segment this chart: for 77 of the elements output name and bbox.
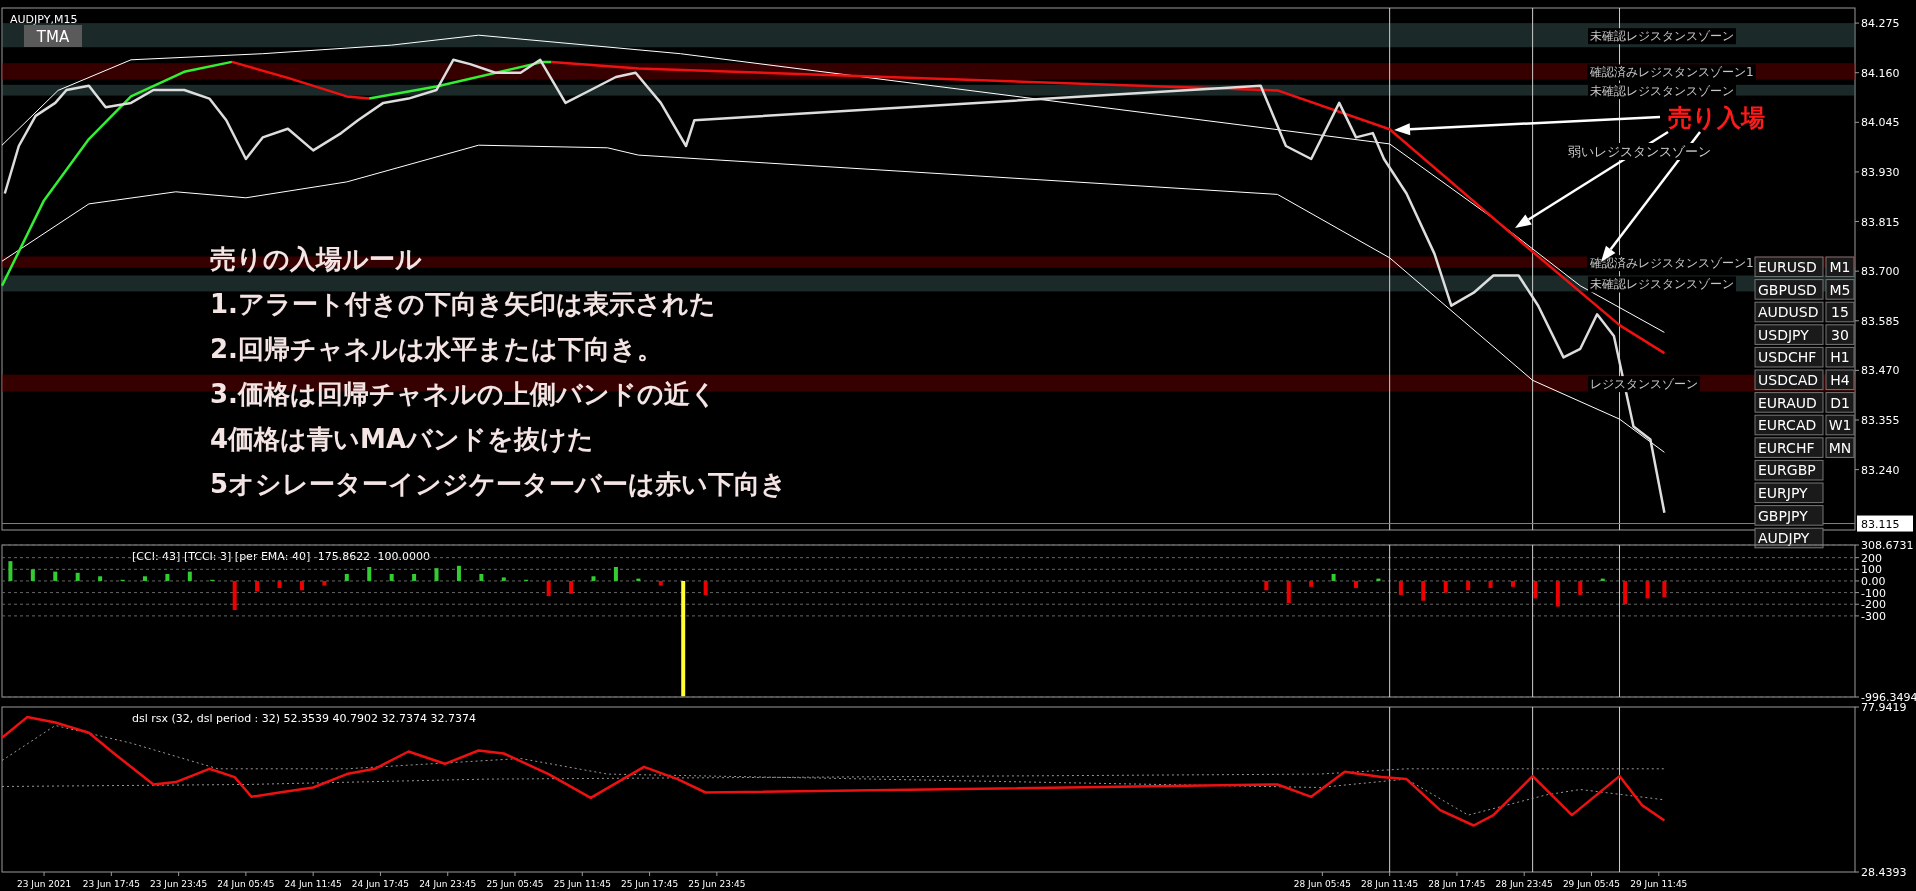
y-tick-label: 83.240 [1861, 463, 1900, 477]
annotation: MN [1828, 439, 1852, 456]
y-tick-label: 100 [1861, 563, 1882, 577]
annotation: M5 [1829, 281, 1851, 298]
text: dsl rsx (32, dsl period : 32) 52.3539 40.7902 32.7374 32.7374 [132, 712, 477, 725]
text: AUDJPY,M15 [10, 13, 78, 26]
text: TMA [35, 28, 70, 46]
y-tick-label: 83.470 [1861, 364, 1900, 378]
category-label: EURUSD [1758, 259, 1817, 275]
annotation: 5オシレーターインジケーターバーは赤い下向き [210, 469, 788, 499]
y-tick-label: 28.4393 [1861, 866, 1907, 879]
band-label: 未確認レジスタンスゾーン [1590, 84, 1735, 99]
y-tick-label: -200 [1861, 598, 1886, 612]
annotation: 売り入場 [1668, 104, 1765, 132]
annotation: H4 [1830, 372, 1850, 388]
category-label: EURCHF [1758, 439, 1815, 456]
x-tick-label: 28 Jun 05:45 [1293, 879, 1351, 889]
annotation: H1 [1830, 349, 1850, 366]
y-tick-label: 83.815 [1861, 215, 1900, 229]
category-label: USDCAD [1758, 372, 1819, 388]
annotation: 30 [1831, 326, 1849, 343]
y-tick-label: 308.6731 [1861, 539, 1914, 552]
y-tick-label: 0.00 [1861, 574, 1886, 588]
x-tick-label: 23 Jun 23:45 [150, 879, 208, 889]
x-tick-label: 23 Jun 2021 [16, 879, 72, 889]
annotation: D1 [1830, 394, 1850, 411]
category-label: EURJPY [1758, 485, 1809, 501]
y-tick-label: 83.700 [1861, 265, 1900, 279]
x-tick-label: 24 Jun 11:45 [284, 879, 342, 889]
x-tick-label: 24 Jun 23:45 [419, 879, 477, 889]
x-tick-label: 24 Jun 05:45 [217, 879, 275, 889]
annotation: W1 [1828, 417, 1852, 434]
category-label: EURCAD [1758, 417, 1817, 434]
category-label: USDCHF [1758, 349, 1817, 366]
category-label: GBPUSD [1758, 281, 1817, 298]
y-tick-label: 84.160 [1861, 66, 1900, 80]
x-tick-label: 25 Jun 05:45 [486, 879, 544, 889]
category-label: AUDUSD [1758, 304, 1819, 321]
y-tick-label: 83.930 [1861, 165, 1900, 179]
category-label: USDJPY [1758, 326, 1810, 343]
x-tick-label: 28 Jun 17:45 [1428, 879, 1486, 889]
ref-line-label: 83.115 [1861, 517, 1900, 531]
x-tick-label: 29 Jun 05:45 [1562, 879, 1621, 889]
category-label: EURAUD [1758, 394, 1817, 411]
category-label: GBPJPY [1758, 507, 1809, 524]
band-label: 未確認レジスタンスゾーン [1590, 29, 1735, 44]
category-label: AUDJPY [1758, 530, 1810, 547]
y-tick-label: 84.275 [1861, 17, 1900, 31]
band-label: 確認済みレジスタンスゾーン1 [1589, 65, 1754, 80]
y-tick-label: 200 [1861, 551, 1882, 565]
y-tick-label: 77.9419 [1861, 701, 1907, 714]
y-tick-label: 83.585 [1861, 314, 1900, 328]
x-tick-label: 28 Jun 23:45 [1495, 879, 1553, 889]
annotation: 4価格は青いMAバンドを抜けた [210, 424, 595, 454]
annotation: 15 [1831, 304, 1849, 321]
annotation: 3.価格は回帰チャネルの上側バンドの近く [210, 379, 717, 409]
x-tick-label: 29 Jun 11:45 [1630, 879, 1688, 889]
x-tick-label: 28 Jun 11:45 [1361, 879, 1419, 889]
annotation: M1 [1829, 259, 1851, 275]
annotation: 弱いレジスタンスゾーン [1567, 144, 1711, 159]
y-tick-label: -996.3494 [1861, 691, 1916, 704]
x-tick-label: 23 Jun 17:45 [82, 879, 140, 889]
y-tick-label: 83.355 [1861, 413, 1900, 427]
band-label: レジスタンスゾーン [1590, 377, 1699, 392]
x-tick-label: 25 Jun 23:45 [688, 879, 746, 889]
band-label: 未確認レジスタンスゾーン [1590, 277, 1735, 292]
x-tick-label: 25 Jun 17:45 [620, 879, 679, 889]
y-tick-label: -100 [1861, 586, 1886, 600]
y-tick-label: -300 [1861, 609, 1886, 623]
x-tick-label: 25 Jun 11:45 [553, 879, 611, 889]
annotation: 2.回帰チャネルは水平または下向き。 [210, 334, 663, 364]
category-label: EURGBP [1758, 462, 1816, 479]
y-tick-label: 84.045 [1861, 116, 1900, 130]
annotation: 1.アラート付きの下向き矢印は表示された [210, 289, 716, 319]
text: [CCI: 43] [TCCI: 3] [per EMA: 40] -175.8622 -100.0000 [132, 550, 431, 563]
annotation: 売りの入場ルール [210, 244, 422, 274]
x-tick-label: 24 Jun 17:45 [351, 879, 410, 889]
